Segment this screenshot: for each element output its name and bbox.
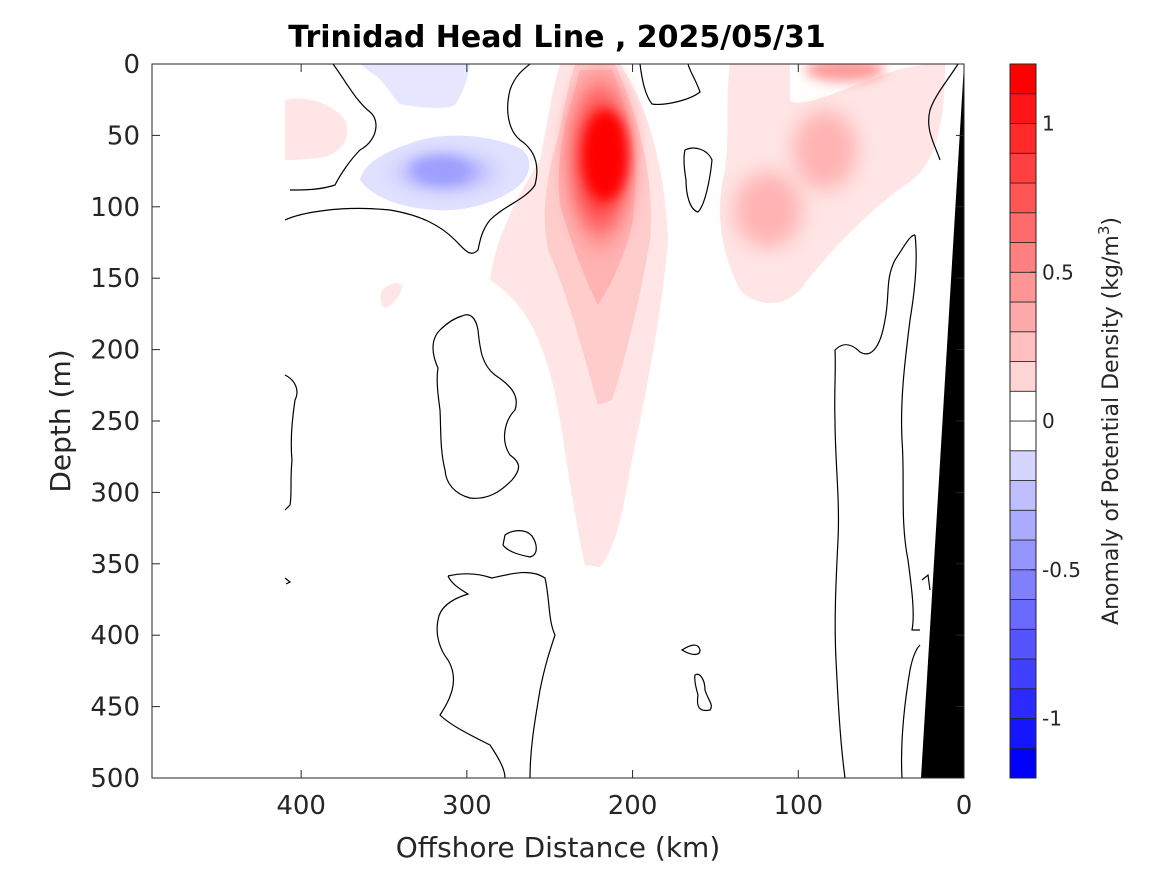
colorbar-swatch <box>1009 271 1037 303</box>
positive-patch-100km <box>734 172 802 248</box>
zero-contour <box>436 575 506 778</box>
colorbar-tick-label: 0 <box>1042 409 1055 433</box>
colorbar-label: Anomaly of Potential Density (kg/m3) <box>1095 217 1124 625</box>
y-tick-label: 0 <box>123 50 140 80</box>
zero-contour <box>284 374 298 511</box>
zero-contour <box>900 644 921 778</box>
y-axis-label: Depth (m) <box>44 349 77 492</box>
colorbar-swatch <box>1009 480 1037 511</box>
x-tick-label: 400 <box>276 791 326 821</box>
zero-contour <box>432 314 520 499</box>
colorbar-tick-label: 0.5 <box>1042 260 1074 284</box>
zero-contour <box>900 234 920 631</box>
y-tick-label: 300 <box>90 478 140 508</box>
colorbar-swatch <box>1009 152 1037 184</box>
zero-contour <box>834 234 916 778</box>
x-tick-label: 300 <box>442 791 492 821</box>
zero-contour <box>683 147 713 213</box>
x-axis-label: Offshore Distance (km) <box>396 831 721 864</box>
colorbar-swatch <box>1009 361 1037 392</box>
negative-patch-surface <box>360 64 470 108</box>
y-tick-label: 200 <box>90 336 140 366</box>
y-tick-label: 250 <box>90 407 140 437</box>
colorbar-swatch <box>1009 390 1037 422</box>
colorbar-swatch <box>1009 301 1037 333</box>
zero-contour <box>639 64 701 105</box>
x-tick-label: 0 <box>956 791 973 821</box>
zero-contour <box>680 644 701 656</box>
colorbar-swatch <box>1009 63 1037 95</box>
colorbar-swatch <box>1009 569 1037 600</box>
y-tick-label: 150 <box>90 264 140 294</box>
y-tick-label: 350 <box>90 550 140 580</box>
zero-contour <box>284 577 292 585</box>
zero-contour <box>928 64 959 161</box>
colorbar-label-close: ) <box>1099 217 1124 226</box>
colorbar <box>1009 63 1037 779</box>
positive-patch-surface <box>805 64 885 82</box>
negative-core-center <box>412 158 468 182</box>
y-tick-label: 500 <box>90 764 140 794</box>
y-axis: 0 50 100 150 200 250 300 350 400 450 500 <box>90 50 964 794</box>
colorbar-swatch <box>1009 450 1037 481</box>
zero-contours <box>284 64 959 778</box>
colorbar-ticks: 1 0.5 0 -0.5 -1 <box>1031 112 1081 731</box>
positive-core-center <box>584 110 628 200</box>
y-tick-label: 450 <box>90 693 140 723</box>
colorbar-swatch <box>1009 242 1037 273</box>
colorbar-swatch <box>1009 718 1037 749</box>
colorbar-swatch <box>1009 93 1037 124</box>
colorbar-swatch <box>1009 658 1037 690</box>
colorbar-tick-label: -1 <box>1042 707 1062 731</box>
colorbar-swatch <box>1009 123 1037 154</box>
zero-contour <box>694 673 712 712</box>
colorbar-swatch <box>1009 182 1037 214</box>
colorbar-swatch <box>1009 688 1037 719</box>
colorbar-swatch <box>1009 628 1037 660</box>
colorbar-swatch <box>1009 212 1037 243</box>
zero-contour <box>284 64 538 254</box>
zero-contour <box>502 530 537 558</box>
y-tick-label: 100 <box>90 193 140 223</box>
colorbar-label-text: Anomaly of Potential Density (kg/m <box>1099 235 1124 625</box>
y-tick-label: 400 <box>90 621 140 651</box>
colorbar-swatch <box>1009 747 1037 779</box>
colorbar-swatch <box>1009 539 1037 571</box>
positive-patch-west <box>285 98 347 160</box>
x-tick-label: 100 <box>773 791 823 821</box>
colorbar-swatch <box>1009 509 1037 541</box>
positive-patch-70km <box>793 110 857 190</box>
x-tick-label: 200 <box>608 791 658 821</box>
colorbar-swatch <box>1009 599 1037 630</box>
colorbar-swatch <box>1009 420 1037 452</box>
positive-patch-small <box>380 283 402 308</box>
chart-title: Trinidad Head Line , 2025/05/31 <box>288 20 825 55</box>
colorbar-tick-label: 1 <box>1042 112 1055 136</box>
zero-contour <box>289 64 377 191</box>
bathymetry <box>921 64 964 778</box>
colorbar-tick-label: -0.5 <box>1042 558 1081 582</box>
colorbar-swatch <box>1009 331 1037 362</box>
anomaly-field <box>285 64 945 567</box>
surface-gap <box>790 88 802 100</box>
zero-contour <box>447 571 556 778</box>
y-tick-label: 50 <box>107 121 140 151</box>
zero-contour <box>921 573 931 591</box>
x-axis: 400 300 200 100 0 <box>276 64 972 821</box>
colorbar-label-superscript: 3 <box>1095 226 1113 236</box>
